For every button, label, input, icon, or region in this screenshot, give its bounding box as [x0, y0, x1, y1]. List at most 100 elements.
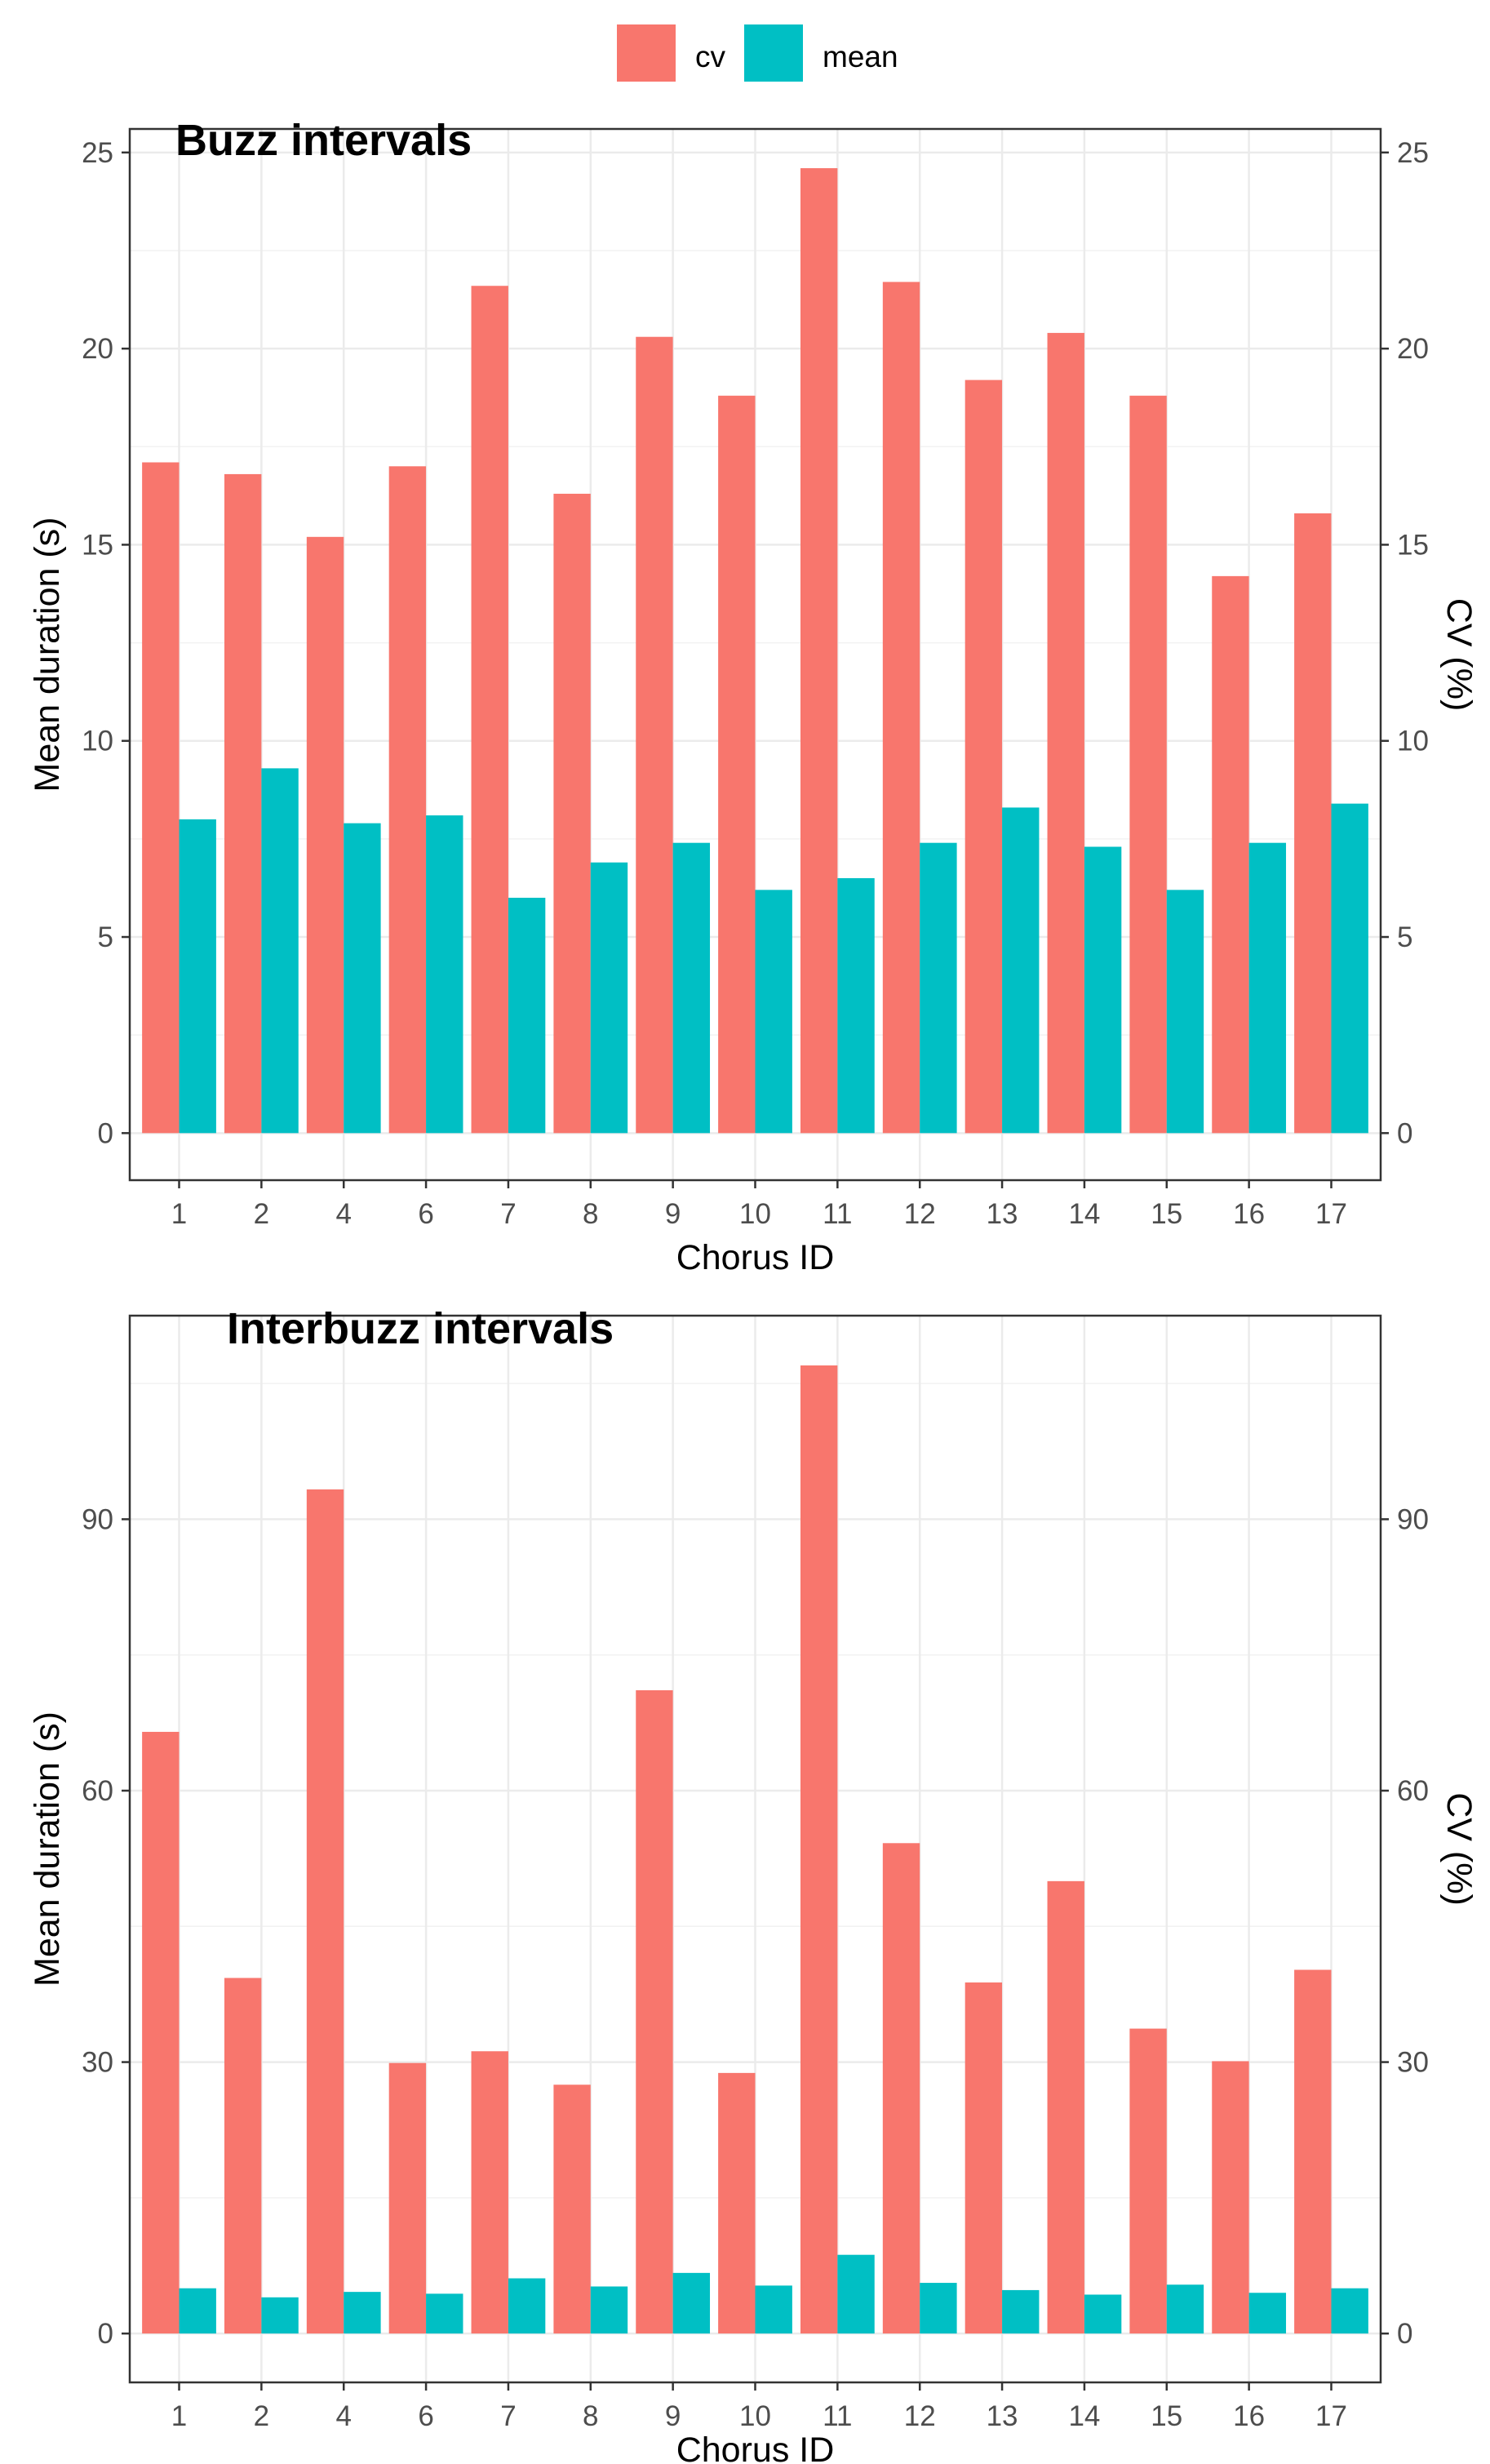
x-tick-label: 1: [171, 1198, 187, 1230]
bar-cv-14: [1047, 1880, 1084, 2334]
y-axis-title-right: CV (%): [1439, 1792, 1479, 1906]
bar-mean-9: [672, 2272, 711, 2334]
bar-cv-4: [306, 536, 344, 1134]
bar-mean-16: [1248, 842, 1287, 1134]
y-tick-label-left: 60: [82, 1775, 113, 1807]
y-tick-label-right: 25: [1397, 137, 1429, 169]
bar-cv-2: [224, 1978, 262, 2334]
bar-mean-8: [590, 2286, 628, 2334]
y-tick-label-right: 10: [1397, 726, 1429, 757]
bar-mean-15: [1166, 890, 1204, 1134]
bar-cv-2: [224, 473, 262, 1134]
y-tick-label-left: 10: [82, 726, 113, 757]
legend: cv mean: [617, 24, 898, 82]
x-tick-label: 14: [1068, 1198, 1100, 1230]
bar-cv-13: [965, 1982, 1003, 2334]
bar-cv-1: [142, 462, 180, 1134]
x-tick-label: 4: [335, 2400, 351, 2432]
y-tick-label-right: 90: [1397, 1503, 1429, 1535]
x-tick-label: 17: [1315, 1198, 1347, 1230]
legend-label-cv: cv: [695, 40, 726, 73]
bar-cv-9: [636, 336, 673, 1134]
y-tick-label-left: 5: [98, 921, 113, 953]
bar-cv-16: [1212, 2061, 1249, 2334]
bar-mean-13: [1002, 807, 1040, 1134]
bar-mean-17: [1331, 2288, 1368, 2334]
bar-cv-16: [1212, 575, 1249, 1134]
y-axis-title-left: Mean duration (s): [28, 517, 67, 792]
y-tick-label-right: 15: [1397, 529, 1429, 561]
y-tick-label-right: 5: [1397, 921, 1412, 953]
bar-mean-6: [426, 815, 463, 1134]
bar-cv-15: [1129, 395, 1167, 1134]
x-tick-label: 9: [665, 2400, 681, 2432]
bar-mean-11: [837, 2254, 875, 2334]
legend-key-mean: [744, 24, 803, 82]
x-axis-title: Chorus ID: [676, 2431, 835, 2464]
bar-cv-1: [142, 1731, 180, 2334]
x-tick-label: 9: [665, 1198, 681, 1230]
legend-key-cv: [617, 24, 676, 82]
x-tick-label: 6: [418, 1198, 433, 1230]
x-tick-label: 16: [1233, 2400, 1265, 2432]
x-tick-label: 15: [1151, 1198, 1182, 1230]
x-tick-label: 10: [739, 2400, 771, 2432]
x-tick-label: 12: [904, 2400, 936, 2432]
bar-mean-1: [179, 2288, 216, 2334]
bar-cv-7: [471, 286, 508, 1134]
y-tick-label-right: 0: [1397, 1117, 1412, 1149]
panel-title: Interbuzz intervals: [227, 1304, 614, 1353]
y-axis-title-left: Mean duration (s): [28, 1711, 67, 1987]
x-tick-label: 15: [1151, 2400, 1182, 2432]
bar-mean-10: [755, 890, 792, 1134]
bar-cv-6: [388, 2062, 427, 2334]
bar-mean-13: [1002, 2289, 1040, 2334]
bar-mean-16: [1248, 2293, 1287, 2334]
bar-cv-9: [636, 1689, 673, 2334]
x-tick-label: 2: [254, 2400, 269, 2432]
x-tick-label: 13: [987, 2400, 1018, 2432]
y-tick-label-right: 20: [1397, 333, 1429, 365]
bar-cv-4: [306, 1489, 344, 2334]
bar-cv-12: [882, 282, 920, 1134]
y-tick-label-right: 60: [1397, 1775, 1429, 1807]
bar-cv-10: [718, 395, 756, 1134]
bar-cv-15: [1129, 2028, 1167, 2334]
x-tick-label: 12: [904, 1198, 936, 1230]
bar-cv-8: [553, 2084, 591, 2334]
bar-mean-12: [920, 2283, 957, 2334]
bar-cv-14: [1047, 332, 1084, 1134]
y-tick-label-right: 30: [1397, 2047, 1429, 2079]
bar-cv-17: [1294, 1969, 1332, 2334]
x-axis-title: Chorus ID: [676, 1238, 835, 1277]
x-tick-label: 7: [500, 1198, 516, 1230]
y-tick-label-left: 20: [82, 333, 113, 365]
y-axis-title-right: CV (%): [1439, 598, 1479, 712]
bar-mean-8: [590, 862, 628, 1134]
x-tick-label: 2: [254, 1198, 269, 1230]
x-tick-label: 8: [583, 1198, 598, 1230]
bar-cv-10: [718, 2072, 756, 2334]
y-tick-label-left: 0: [98, 1117, 113, 1149]
y-tick-label-left: 0: [98, 2318, 113, 2350]
bar-mean-6: [426, 2293, 463, 2334]
x-tick-label: 11: [823, 1198, 852, 1230]
bar-mean-2: [261, 2297, 299, 2334]
bar-cv-11: [800, 168, 838, 1134]
bar-cv-6: [388, 466, 427, 1134]
bar-cv-11: [800, 1365, 838, 2334]
bar-cv-12: [882, 1843, 920, 2334]
bar-mean-7: [508, 897, 546, 1134]
bar-mean-15: [1166, 2284, 1204, 2334]
bar-mean-14: [1084, 2294, 1122, 2334]
x-tick-label: 1: [171, 2400, 187, 2432]
x-tick-label: 14: [1068, 2400, 1100, 2432]
bar-mean-12: [920, 842, 957, 1134]
y-tick-label-left: 15: [82, 529, 113, 561]
bar-mean-2: [261, 768, 299, 1134]
x-tick-label: 6: [418, 2400, 433, 2432]
bar-cv-8: [553, 493, 591, 1134]
